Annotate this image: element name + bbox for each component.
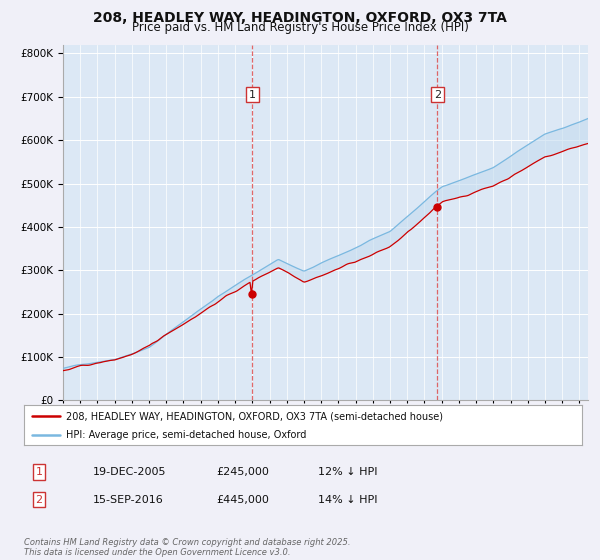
Text: 208, HEADLEY WAY, HEADINGTON, OXFORD, OX3 7TA: 208, HEADLEY WAY, HEADINGTON, OXFORD, OX…	[93, 11, 507, 25]
Text: 14% ↓ HPI: 14% ↓ HPI	[318, 494, 377, 505]
Text: 208, HEADLEY WAY, HEADINGTON, OXFORD, OX3 7TA (semi-detached house): 208, HEADLEY WAY, HEADINGTON, OXFORD, OX…	[66, 411, 443, 421]
Text: Contains HM Land Registry data © Crown copyright and database right 2025.
This d: Contains HM Land Registry data © Crown c…	[24, 538, 350, 557]
Text: £245,000: £245,000	[216, 467, 269, 477]
Text: 2: 2	[35, 494, 43, 505]
Point	[432, 203, 442, 212]
Text: HPI: Average price, semi-detached house, Oxford: HPI: Average price, semi-detached house,…	[66, 430, 306, 440]
Text: 2: 2	[434, 90, 441, 100]
Text: 1: 1	[249, 90, 256, 100]
Text: 12% ↓ HPI: 12% ↓ HPI	[318, 467, 377, 477]
Text: 1: 1	[35, 467, 43, 477]
Text: Price paid vs. HM Land Registry's House Price Index (HPI): Price paid vs. HM Land Registry's House …	[131, 21, 469, 34]
Point	[247, 290, 257, 298]
Text: 19-DEC-2005: 19-DEC-2005	[93, 467, 167, 477]
Text: £445,000: £445,000	[216, 494, 269, 505]
Text: 15-SEP-2016: 15-SEP-2016	[93, 494, 164, 505]
